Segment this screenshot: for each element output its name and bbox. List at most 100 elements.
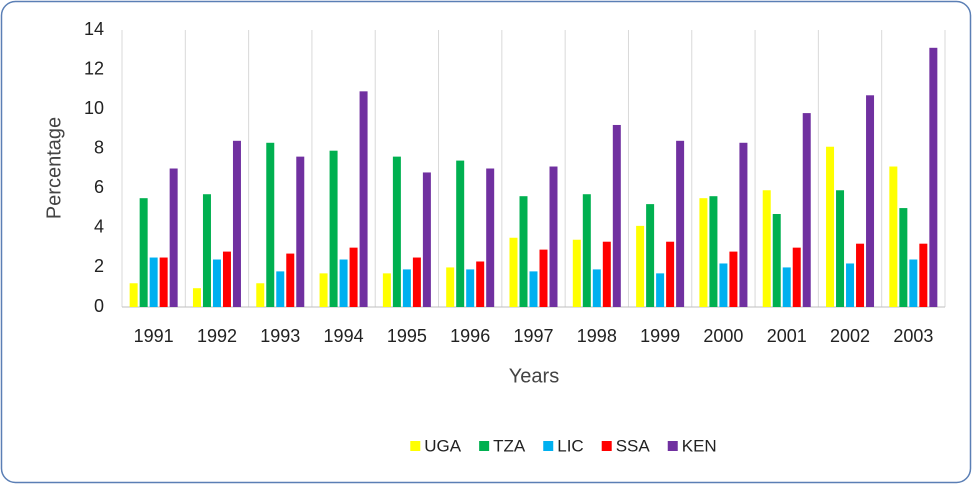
x-tick-label: 1991 <box>134 326 174 346</box>
bar <box>646 204 655 307</box>
legend-label: SSA <box>616 436 651 455</box>
bar <box>202 194 211 307</box>
bar <box>349 247 358 307</box>
bar <box>256 283 265 307</box>
bar <box>909 259 918 307</box>
bar <box>159 257 168 307</box>
bar <box>339 259 348 307</box>
bar <box>899 208 908 307</box>
x-tick-label: 2001 <box>767 326 807 346</box>
legend-swatch <box>601 441 612 451</box>
bar <box>359 91 368 307</box>
y-axis-title: Percentage <box>43 117 65 219</box>
bar <box>539 249 548 307</box>
y-tick-label: 0 <box>94 296 104 316</box>
bar <box>192 288 201 307</box>
bar <box>139 198 148 307</box>
bar <box>519 196 528 307</box>
bar <box>266 142 275 307</box>
bar <box>676 140 685 307</box>
bar <box>836 190 845 307</box>
bar <box>319 273 328 307</box>
y-tick-label: 14 <box>84 19 104 39</box>
bar <box>529 271 538 307</box>
x-tick-label: 1999 <box>640 326 680 346</box>
bar <box>656 273 665 307</box>
bar <box>802 113 811 307</box>
legend-swatch <box>410 441 421 451</box>
bar <box>846 263 855 307</box>
x-tick-label: 2000 <box>703 326 743 346</box>
bar <box>402 269 411 307</box>
bar <box>476 261 485 307</box>
bar <box>549 166 558 307</box>
x-tick-label: 1993 <box>260 326 300 346</box>
bar <box>232 140 241 307</box>
x-tick-label: 1998 <box>577 326 617 346</box>
legend-swatch <box>543 441 554 451</box>
bar <box>929 47 938 308</box>
y-tick-label: 2 <box>94 256 104 276</box>
bar <box>919 243 928 307</box>
bar <box>149 257 158 307</box>
bar <box>866 95 875 308</box>
x-tick-label: 1995 <box>387 326 427 346</box>
bar <box>772 214 781 307</box>
y-tick-label: 6 <box>94 177 104 197</box>
bar <box>666 241 675 307</box>
bar <box>276 271 285 307</box>
bar <box>792 247 801 307</box>
bar <box>422 172 431 307</box>
bar <box>509 237 518 307</box>
x-axis-title: Years <box>509 365 559 387</box>
y-tick-label: 8 <box>94 137 104 157</box>
x-tick-label: 1996 <box>450 326 490 346</box>
bar <box>592 269 601 307</box>
bar <box>636 225 645 307</box>
bar <box>329 150 338 307</box>
bar <box>129 283 138 307</box>
bar <box>412 257 421 307</box>
bar <box>572 239 581 307</box>
bar <box>729 251 738 307</box>
bar <box>602 241 611 307</box>
legend-label: LIC <box>557 436 583 455</box>
bar <box>296 156 305 307</box>
bar <box>456 160 465 307</box>
bar <box>709 196 718 307</box>
y-tick-label: 12 <box>84 58 104 78</box>
bar <box>222 251 231 307</box>
bar <box>826 146 835 307</box>
bar <box>286 253 295 307</box>
bar <box>612 124 621 307</box>
legend-swatch <box>667 441 678 451</box>
x-tick-label: 1992 <box>197 326 237 346</box>
bar <box>582 194 591 307</box>
legend-swatch <box>479 441 490 451</box>
bar <box>782 267 791 307</box>
bar <box>169 168 178 307</box>
y-tick-label: 10 <box>84 98 104 118</box>
bar <box>699 198 708 307</box>
y-tick-label: 4 <box>94 217 104 237</box>
bar <box>889 166 898 307</box>
bar <box>856 243 865 307</box>
x-tick-label: 1994 <box>324 326 364 346</box>
x-tick-label: 1997 <box>513 326 553 346</box>
bar <box>212 259 221 307</box>
bar <box>486 168 495 307</box>
bar <box>719 263 728 307</box>
bar <box>739 142 748 307</box>
legend-label: TZA <box>493 436 526 455</box>
x-tick-label: 2002 <box>830 326 870 346</box>
bar <box>382 273 391 307</box>
bar <box>392 156 401 307</box>
bar <box>446 267 455 307</box>
legend-label: KEN <box>682 436 717 455</box>
bar <box>466 269 475 307</box>
bar <box>762 190 771 307</box>
x-tick-label: 2003 <box>893 326 933 346</box>
legend-label: UGA <box>424 436 462 455</box>
